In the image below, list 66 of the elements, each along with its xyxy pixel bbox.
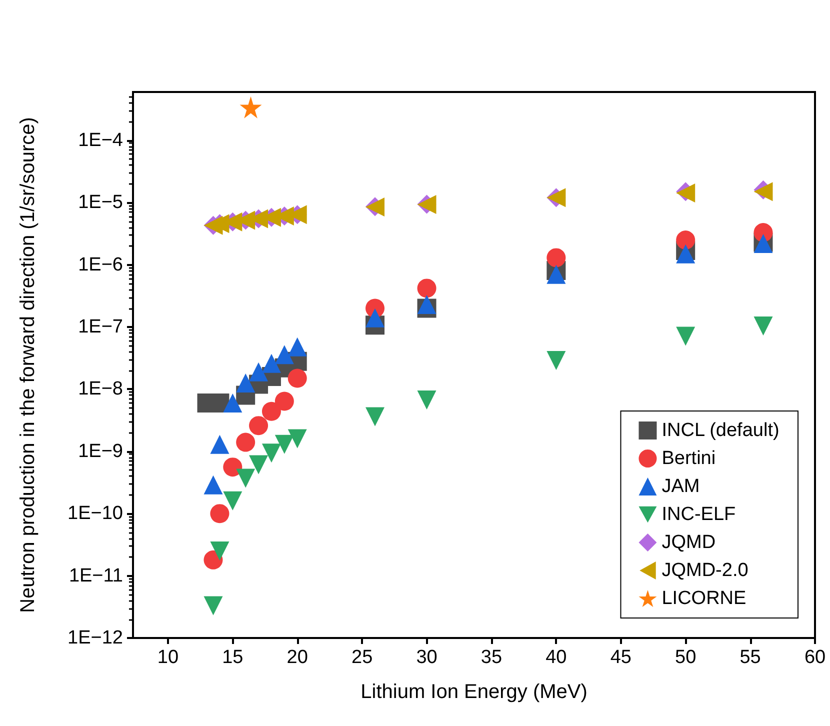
point — [249, 416, 268, 436]
legend-label: JQMD — [662, 532, 716, 553]
y-tick-label: 1E−8 — [78, 378, 123, 400]
x-tick-label: 20 — [286, 647, 308, 668]
x-tick-label: 60 — [804, 647, 826, 668]
point — [274, 392, 294, 411]
legend-label: JQMD-2.0 — [662, 560, 748, 581]
point — [236, 432, 256, 452]
point — [546, 350, 566, 370]
point — [417, 295, 436, 314]
point — [236, 373, 256, 392]
x-tick-label: 45 — [610, 647, 632, 668]
point — [204, 550, 223, 570]
point — [754, 316, 773, 336]
x-axis-title: Lithium Ion Energy (MeV) — [360, 681, 588, 703]
legend-label: Bertini — [662, 448, 716, 469]
y-tick-label: 1E−11 — [68, 565, 123, 586]
y-tick-label: 1E−6 — [78, 254, 123, 276]
x-tick-label: 30 — [416, 647, 438, 668]
legend-label: JAM — [662, 476, 700, 497]
y-tick-label: 1E−12 — [68, 628, 123, 648]
legend-label: INCL (default) — [662, 420, 780, 441]
point — [210, 504, 230, 524]
point — [676, 244, 696, 264]
point — [249, 362, 268, 382]
y-tick-label: 1E−10 — [68, 503, 123, 524]
point — [204, 475, 223, 494]
point — [288, 368, 307, 388]
point — [546, 248, 566, 268]
y-tick-label: 1E−9 — [78, 440, 123, 462]
point — [546, 264, 566, 284]
point — [262, 354, 281, 373]
point — [210, 542, 230, 561]
point — [366, 407, 384, 426]
point — [210, 434, 230, 454]
point — [676, 230, 696, 250]
point — [274, 345, 294, 364]
y-tick-label: 1E−5 — [78, 192, 123, 214]
point — [262, 444, 281, 463]
point — [417, 390, 436, 410]
x-tick-label: 50 — [675, 647, 696, 668]
legend-label: INC-ELF — [662, 504, 736, 525]
point — [223, 491, 242, 510]
point — [676, 326, 696, 346]
point — [262, 402, 281, 421]
y-tick-label: 1E−4 — [78, 130, 124, 151]
y-axis-title: Neutron production in the forward direction (1/sr/source) — [17, 117, 39, 613]
y-tick-label: 1E−7 — [78, 316, 123, 338]
point — [236, 468, 256, 488]
point — [223, 458, 242, 477]
point — [288, 337, 307, 356]
x-tick-label: 10 — [157, 647, 179, 668]
point — [223, 394, 242, 412]
point — [417, 278, 436, 298]
x-tick-label: 15 — [222, 647, 244, 668]
x-tick-label: 40 — [546, 647, 567, 668]
x-tick-label: 35 — [480, 647, 502, 668]
point — [240, 96, 262, 118]
point — [366, 308, 384, 328]
x-tick-label: 25 — [351, 647, 373, 668]
point — [288, 429, 307, 448]
point — [249, 455, 268, 474]
point — [204, 596, 223, 616]
x-tick-label: 55 — [740, 647, 761, 668]
point — [274, 434, 294, 454]
legend-label: LICORNE — [662, 588, 746, 609]
